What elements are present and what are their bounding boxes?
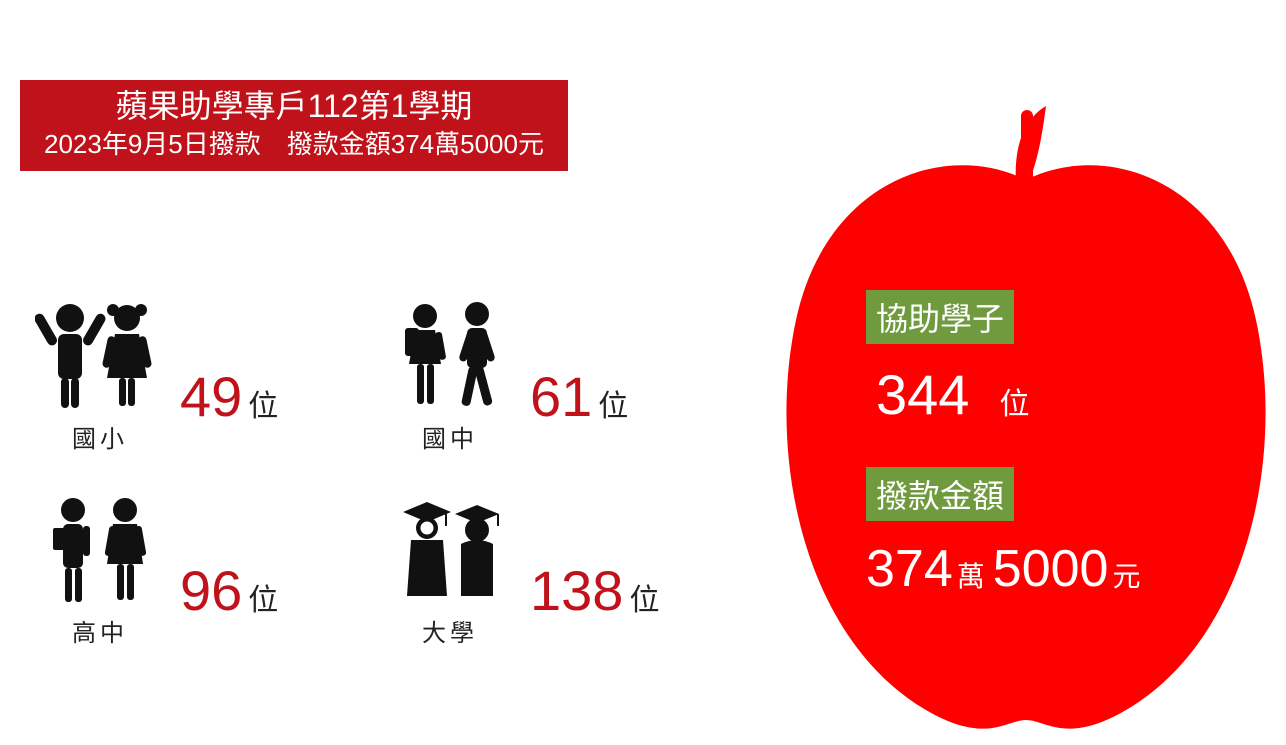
summary-students-value: 344 [876, 362, 969, 427]
summary-students-unit: 位 [999, 379, 1029, 423]
apple-summary: 協助學子 344 位 撥款金額 374 萬 5000 元 [866, 290, 1246, 599]
unit-elementary: 位 [248, 381, 278, 425]
summary-amount-rest-unit: 元 [1112, 555, 1140, 595]
value-junior: 61 [530, 364, 592, 429]
summary-amount-wan-unit: 萬 [957, 555, 985, 595]
header-banner: 蘋果助學專戶112第1學期 2023年9月5日撥款 撥款金額374萬5000元 [20, 80, 568, 171]
tag-amount: 撥款金額 [866, 467, 1014, 521]
cell-college: 大學 138 位 [380, 494, 710, 648]
summary-amount-wan: 374 [866, 539, 953, 599]
kids-icon [35, 300, 165, 415]
value-college: 138 [530, 558, 623, 623]
unit-junior: 位 [598, 381, 628, 425]
tag-students: 協助學子 [866, 290, 1014, 344]
teen-students-icon [35, 494, 165, 609]
unit-college: 位 [629, 575, 659, 619]
label-college: 大學 [380, 613, 520, 648]
graduates-icon [385, 494, 515, 609]
summary-amount-rest: 5000 [993, 539, 1109, 599]
label-elementary: 國小 [30, 419, 170, 454]
cell-senior: 高中 96 位 [30, 494, 360, 648]
value-senior: 96 [180, 558, 242, 623]
cell-junior: 國中 61 位 [380, 300, 710, 454]
unit-senior: 位 [248, 575, 278, 619]
value-elementary: 49 [180, 364, 242, 429]
label-junior: 國中 [380, 419, 520, 454]
category-grid: 國小 49 位 [30, 300, 710, 648]
cell-elementary: 國小 49 位 [30, 300, 360, 454]
students-walking-icon [385, 300, 515, 415]
header-subtitle: 2023年9月5日撥款 撥款金額374萬5000元 [44, 128, 544, 162]
header-title: 蘋果助學專戶112第1學期 [44, 86, 544, 128]
label-senior: 高中 [30, 613, 170, 648]
